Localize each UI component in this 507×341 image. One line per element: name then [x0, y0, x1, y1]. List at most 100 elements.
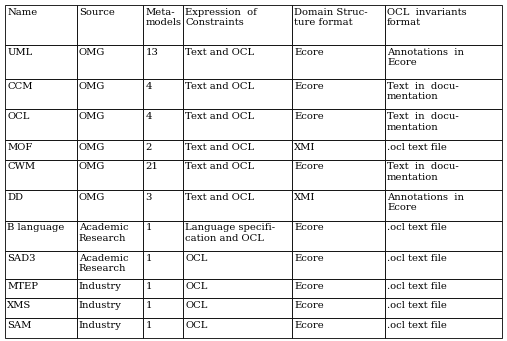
Text: Name: Name [7, 8, 38, 17]
Bar [183, 5, 292, 45]
Bar [183, 140, 292, 160]
Text: Text and OCL: Text and OCL [185, 81, 254, 91]
Bar [77, 109, 143, 140]
Bar [77, 140, 143, 160]
Bar [143, 298, 183, 318]
Bar [143, 109, 183, 140]
Bar [77, 298, 143, 318]
Text: .ocl text file: .ocl text file [387, 143, 447, 152]
Bar [143, 251, 183, 279]
Bar [385, 140, 502, 160]
Bar [292, 221, 385, 251]
Bar [143, 318, 183, 338]
Text: Ecore: Ecore [294, 254, 324, 263]
Text: Text  in  docu-
mentation: Text in docu- mentation [387, 162, 459, 182]
Text: 13: 13 [146, 48, 158, 57]
Bar [5, 5, 77, 45]
Text: Ecore: Ecore [294, 321, 324, 330]
Text: DD: DD [7, 193, 23, 202]
Bar [292, 251, 385, 279]
Bar [5, 298, 77, 318]
Text: .ocl text file: .ocl text file [387, 223, 447, 232]
Bar [385, 279, 502, 298]
Bar [77, 279, 143, 298]
Bar [292, 279, 385, 298]
Text: 1: 1 [146, 223, 152, 232]
Bar [292, 79, 385, 109]
Text: 4: 4 [146, 81, 152, 91]
Bar [143, 5, 183, 45]
Bar [77, 160, 143, 190]
Bar [385, 298, 502, 318]
Text: OMG: OMG [79, 112, 105, 121]
Text: Meta-
models: Meta- models [146, 8, 182, 27]
Bar [77, 45, 143, 79]
Text: MOF: MOF [7, 143, 32, 152]
Bar [183, 251, 292, 279]
Text: 1: 1 [146, 282, 152, 291]
Bar [77, 318, 143, 338]
Text: B language: B language [7, 223, 64, 232]
Bar [77, 190, 143, 221]
Bar [292, 5, 385, 45]
Text: 1: 1 [146, 321, 152, 330]
Bar [5, 45, 77, 79]
Text: Academic
Research: Academic Research [79, 223, 128, 243]
Text: OCL: OCL [185, 301, 207, 310]
Text: OCL: OCL [185, 254, 207, 263]
Text: OMG: OMG [79, 162, 105, 171]
Text: 4: 4 [146, 112, 152, 121]
Bar [183, 221, 292, 251]
Bar [77, 79, 143, 109]
Text: XMI: XMI [294, 143, 315, 152]
Text: 1: 1 [146, 254, 152, 263]
Text: Annotations  in
Ecore: Annotations in Ecore [387, 48, 464, 67]
Bar [385, 79, 502, 109]
Bar [143, 279, 183, 298]
Bar [385, 5, 502, 45]
Bar [385, 251, 502, 279]
Bar [292, 160, 385, 190]
Bar [183, 190, 292, 221]
Text: Annotations  in
Ecore: Annotations in Ecore [387, 193, 464, 212]
Text: Industry: Industry [79, 301, 122, 310]
Text: SAD3: SAD3 [7, 254, 35, 263]
Text: OMG: OMG [79, 48, 105, 57]
Bar [5, 251, 77, 279]
Bar [143, 140, 183, 160]
Text: Ecore: Ecore [294, 301, 324, 310]
Text: XMS: XMS [7, 301, 31, 310]
Bar [143, 160, 183, 190]
Text: Domain Struc-
ture format: Domain Struc- ture format [294, 8, 368, 27]
Text: 21: 21 [146, 162, 158, 171]
Text: OCL: OCL [185, 321, 207, 330]
Bar [183, 45, 292, 79]
Text: .ocl text file: .ocl text file [387, 301, 447, 310]
Bar [183, 298, 292, 318]
Text: Academic
Research: Academic Research [79, 254, 128, 273]
Text: Ecore: Ecore [294, 282, 324, 291]
Text: OMG: OMG [79, 193, 105, 202]
Bar [5, 190, 77, 221]
Text: CWM: CWM [7, 162, 35, 171]
Bar [183, 160, 292, 190]
Text: OCL  invariants
format: OCL invariants format [387, 8, 466, 27]
Bar [292, 298, 385, 318]
Text: Ecore: Ecore [294, 48, 324, 57]
Text: .ocl text file: .ocl text file [387, 321, 447, 330]
Text: .ocl text file: .ocl text file [387, 254, 447, 263]
Bar [143, 190, 183, 221]
Bar [292, 45, 385, 79]
Text: Text and OCL: Text and OCL [185, 143, 254, 152]
Text: Source: Source [79, 8, 115, 17]
Bar [385, 45, 502, 79]
Bar [385, 190, 502, 221]
Text: Industry: Industry [79, 321, 122, 330]
Text: Ecore: Ecore [294, 162, 324, 171]
Text: OCL: OCL [185, 282, 207, 291]
Bar [5, 318, 77, 338]
Bar [143, 45, 183, 79]
Text: SAM: SAM [7, 321, 31, 330]
Text: Expression  of
Constraints: Expression of Constraints [185, 8, 257, 27]
Text: Language specifi-
cation and OCL: Language specifi- cation and OCL [185, 223, 275, 243]
